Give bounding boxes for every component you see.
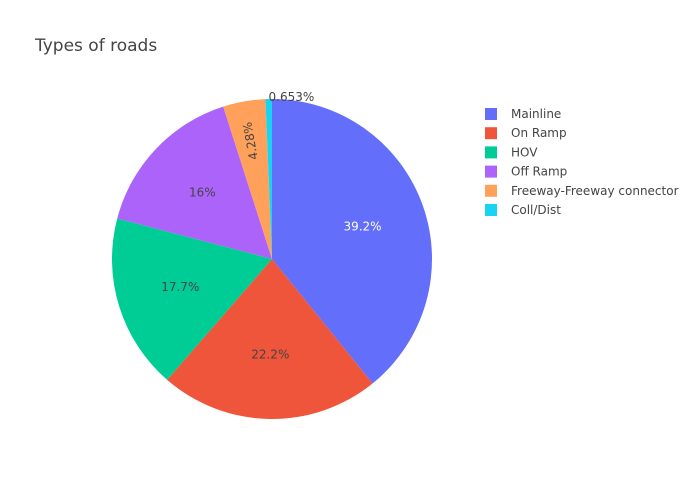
legend-item-freeway-freeway-connector[interactable]: Freeway-Freeway connector: [485, 184, 679, 198]
slice-label-coll-dist: 0.653%: [269, 90, 315, 104]
pie-slices: [112, 99, 433, 420]
slice-label-mainline: 39.2%: [343, 220, 381, 234]
chart-title: Types of roads: [34, 36, 157, 56]
legend-item-coll-dist[interactable]: Coll/Dist: [485, 203, 561, 217]
legend: Mainline On Ramp HOV Off Ramp Freeway-Freewa…: [485, 107, 679, 217]
slice-freeway-freeway-connector[interactable]: [223, 99, 272, 259]
legend-label: Coll/Dist: [511, 203, 561, 217]
legend-item-mainline[interactable]: Mainline: [485, 107, 561, 121]
slice-labels: 39.2% 22.2% 17.7% 16% 4.28% 0.653%: [161, 90, 381, 361]
legend-label: HOV: [511, 145, 538, 159]
legend-item-hov[interactable]: HOV: [485, 145, 538, 159]
slice-label-on-ramp: 22.2%: [251, 347, 289, 361]
legend-item-off-ramp[interactable]: Off Ramp: [485, 165, 567, 179]
legend-item-on-ramp[interactable]: On Ramp: [485, 126, 567, 140]
legend-label: Freeway-Freeway connector: [511, 184, 679, 198]
legend-label: Off Ramp: [511, 165, 567, 179]
slice-label-off-ramp: 16%: [189, 185, 216, 199]
slice-on-ramp[interactable]: [167, 259, 373, 420]
slice-label-freeway-freeway-connector: 4.28%: [240, 121, 260, 161]
legend-swatch: [485, 204, 497, 216]
slice-label-hov: 17.7%: [161, 280, 199, 294]
legend-swatch: [485, 127, 497, 140]
legend-swatch: [485, 165, 497, 178]
legend-swatch: [485, 108, 497, 120]
slice-hov[interactable]: [112, 218, 273, 380]
slice-off-ramp[interactable]: [117, 106, 272, 260]
legend-swatch: [485, 146, 497, 159]
legend-label: Mainline: [511, 107, 561, 121]
slice-mainline[interactable]: [272, 99, 433, 384]
legend-label: On Ramp: [511, 126, 567, 140]
slice-coll-dist[interactable]: [265, 99, 272, 259]
legend-swatch: [485, 184, 497, 197]
